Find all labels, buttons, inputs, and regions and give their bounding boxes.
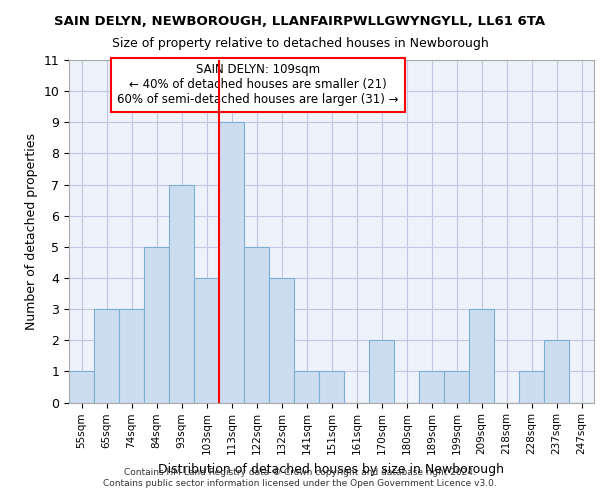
X-axis label: Distribution of detached houses by size in Newborough: Distribution of detached houses by size …: [158, 462, 505, 475]
Bar: [94, 309, 119, 402]
Text: Size of property relative to detached houses in Newborough: Size of property relative to detached ho…: [112, 38, 488, 51]
Bar: [219, 122, 244, 402]
Bar: [119, 309, 144, 402]
Bar: [444, 372, 469, 402]
Text: SAIN DELYN, NEWBOROUGH, LLANFAIRPWLLGWYNGYLL, LL61 6TA: SAIN DELYN, NEWBOROUGH, LLANFAIRPWLLGWYN…: [55, 15, 545, 28]
Bar: [369, 340, 394, 402]
Text: SAIN DELYN: 109sqm
← 40% of detached houses are smaller (21)
60% of semi-detache: SAIN DELYN: 109sqm ← 40% of detached hou…: [117, 64, 399, 106]
Bar: [419, 372, 444, 402]
Bar: [144, 247, 169, 402]
Bar: [544, 340, 569, 402]
Bar: [269, 278, 294, 402]
Bar: [319, 372, 344, 402]
Text: Contains HM Land Registry data © Crown copyright and database right 2024.
Contai: Contains HM Land Registry data © Crown c…: [103, 468, 497, 487]
Bar: [294, 372, 319, 402]
Bar: [169, 184, 194, 402]
Y-axis label: Number of detached properties: Number of detached properties: [25, 132, 38, 330]
Bar: [244, 247, 269, 402]
Bar: [469, 309, 494, 402]
Bar: [194, 278, 219, 402]
Bar: [519, 372, 544, 402]
Bar: [69, 372, 94, 402]
